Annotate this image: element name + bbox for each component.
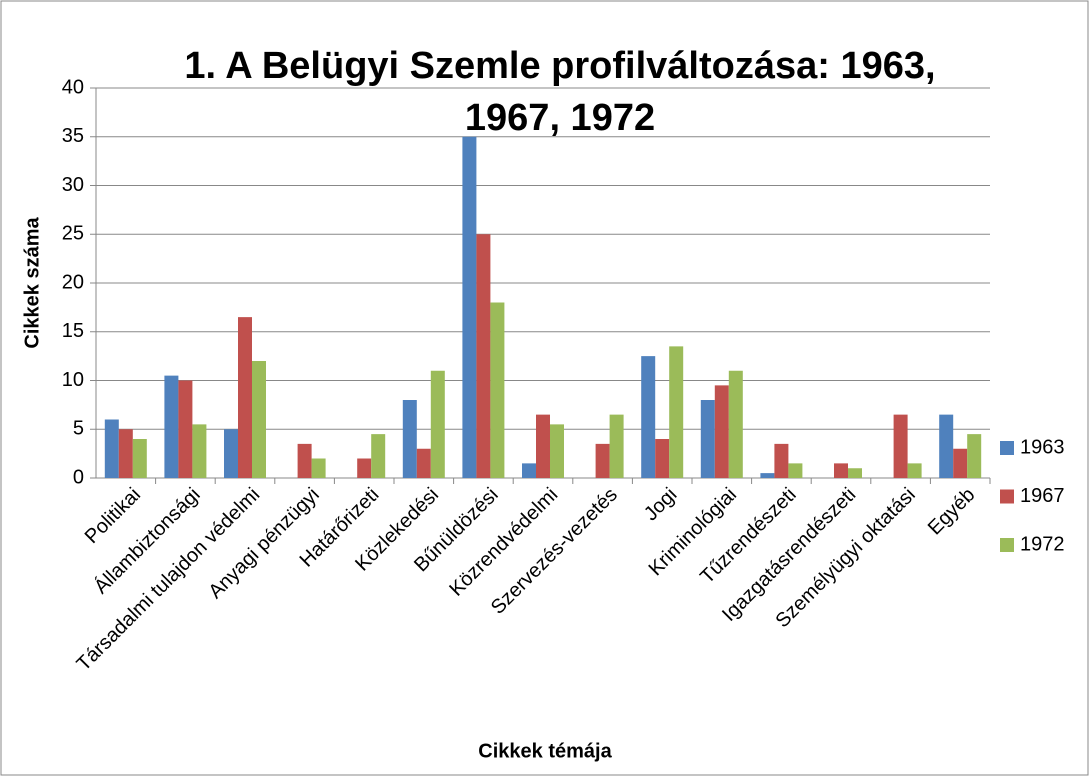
bar <box>893 414 908 478</box>
bar <box>967 434 982 478</box>
bar <box>522 463 536 478</box>
y-tick-label: 20 <box>62 271 84 293</box>
x-axis-label: Cikkek témája <box>478 740 612 762</box>
bar <box>252 361 266 478</box>
legend-swatch <box>1000 441 1014 455</box>
y-tick-label: 25 <box>62 223 84 245</box>
bar <box>536 414 550 478</box>
y-tick-label: 0 <box>73 466 84 488</box>
bar <box>700 400 715 478</box>
x-tick-label: Egyéb <box>924 484 980 540</box>
bar <box>357 458 372 478</box>
bar <box>104 419 119 478</box>
legend-label: 1972 <box>1020 533 1065 555</box>
legend-label: 1963 <box>1020 436 1065 458</box>
bar <box>669 346 684 478</box>
y-axis-label: Cikkek száma <box>21 217 43 349</box>
bar <box>297 443 312 478</box>
bar <box>728 370 743 478</box>
bar <box>953 448 968 478</box>
bar <box>430 370 445 478</box>
bar <box>550 424 564 478</box>
y-tick-label: 15 <box>62 320 84 342</box>
bar <box>416 448 431 478</box>
x-tick-label: Jogi <box>640 484 682 526</box>
bar <box>178 380 193 478</box>
bar <box>238 317 252 478</box>
bar <box>714 385 729 478</box>
legend-label: 1967 <box>1020 485 1065 507</box>
bar <box>848 468 862 478</box>
bar <box>834 463 848 478</box>
bar <box>476 234 491 478</box>
y-tick-label: 30 <box>62 174 84 196</box>
bar <box>655 439 670 478</box>
y-tick-label: 5 <box>73 418 84 440</box>
x-tick-label: Állambiztonsági <box>89 483 204 598</box>
bar <box>402 400 417 478</box>
legend-swatch <box>1000 538 1014 552</box>
bar <box>132 439 147 478</box>
bar <box>224 429 238 478</box>
bar <box>164 375 179 478</box>
bar <box>641 356 656 478</box>
bar <box>609 414 624 478</box>
x-tick-label: Közrendvédelmi <box>445 484 562 601</box>
x-tick-label: Anyagi pénzügyi <box>205 484 324 603</box>
bar <box>907 463 922 478</box>
chart-title: 1. A Belügyi Szemle profilváltozása: 196… <box>184 45 936 139</box>
bar <box>462 136 477 478</box>
bar <box>311 458 326 478</box>
bar <box>788 463 803 478</box>
bar <box>595 443 610 478</box>
y-tick-label: 10 <box>62 369 84 391</box>
bar <box>192 424 207 478</box>
legend-swatch <box>1000 489 1014 504</box>
bar <box>760 473 775 478</box>
bar <box>774 443 789 478</box>
bar <box>118 429 133 478</box>
y-tick-label: 40 <box>62 76 84 98</box>
bar <box>490 302 505 478</box>
bar <box>939 414 954 478</box>
y-tick-label: 35 <box>62 125 84 147</box>
bar <box>371 434 386 478</box>
